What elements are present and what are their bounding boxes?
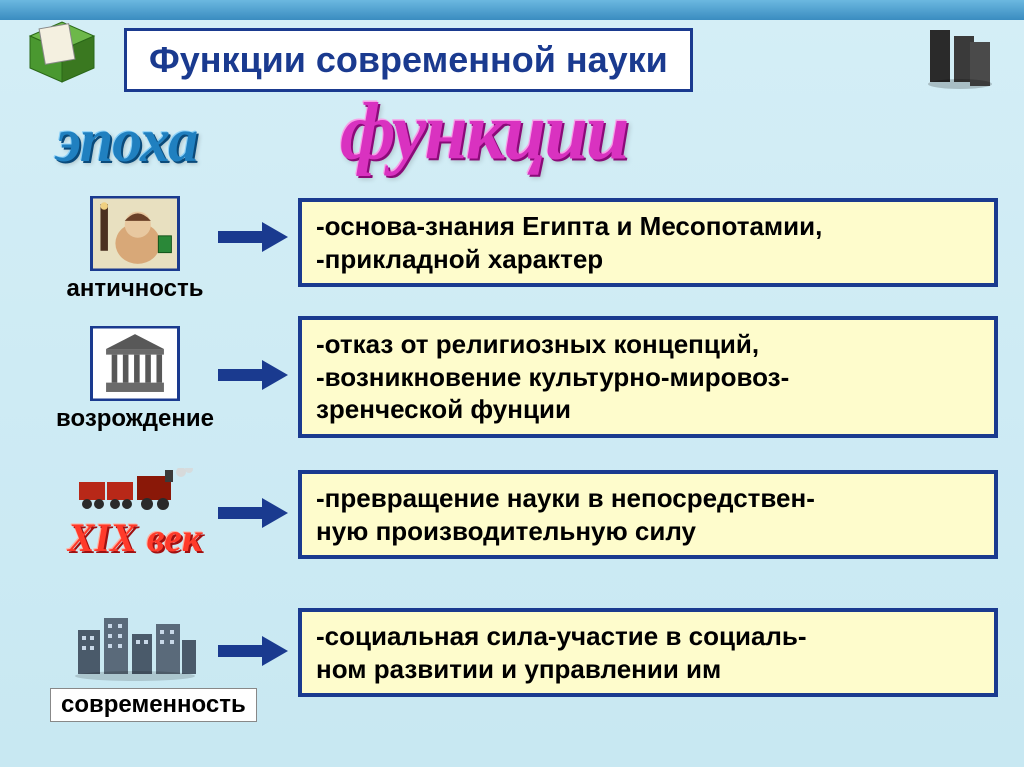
renaissance-icon — [90, 326, 180, 401]
era-label-xix: XIX век — [50, 514, 220, 561]
desc-text: -отказ от религиозных концепций, -возник… — [316, 328, 980, 426]
wordart-functions: функции — [340, 84, 627, 179]
desc-text: -основа-знания Египта и Месопотамии, -пр… — [316, 210, 980, 275]
era-label-modern: современность — [50, 688, 257, 722]
book-icon — [22, 18, 102, 88]
decorative-top-bar — [0, 0, 1024, 20]
desc-box-xix: -превращение науки в непосредствен- ную … — [298, 470, 998, 559]
desc-box-antiquity: -основа-знания Египта и Месопотамии, -пр… — [298, 198, 998, 287]
era-label-antiquity: античность — [50, 275, 220, 303]
slide-title: Функции современной науки — [149, 39, 668, 81]
server-stack-icon — [924, 30, 994, 90]
arrow-icon — [218, 498, 288, 528]
antiquity-icon — [90, 196, 180, 271]
slide-title-box: Функции современной науки — [124, 28, 693, 92]
era-label-renaissance: возрождение — [50, 405, 220, 433]
era-antiquity: античность — [50, 196, 220, 303]
city-icon — [70, 612, 200, 682]
desc-text: -превращение науки в непосредствен- ную … — [316, 482, 980, 547]
train-icon — [75, 468, 195, 514]
wordart-epoch: эпоха — [56, 104, 197, 176]
era-renaissance: возрождение — [50, 326, 220, 433]
desc-box-modern: -социальная сила-участие в социаль- ном … — [298, 608, 998, 697]
era-xix: XIX век — [50, 468, 220, 561]
desc-box-renaissance: -отказ от религиозных концепций, -возник… — [298, 316, 998, 438]
arrow-icon — [218, 222, 288, 252]
arrow-icon — [218, 636, 288, 666]
era-modern: современность — [50, 612, 220, 722]
arrow-icon — [218, 360, 288, 390]
desc-text: -социальная сила-участие в социаль- ном … — [316, 620, 980, 685]
